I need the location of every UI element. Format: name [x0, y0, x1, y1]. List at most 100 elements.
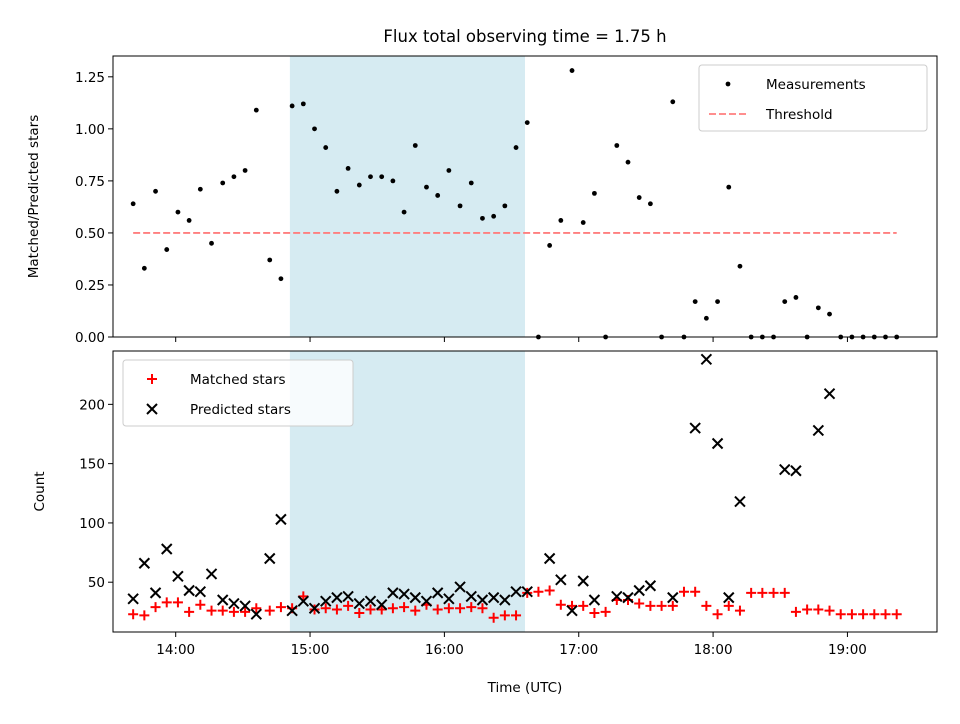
measurements-point — [289, 103, 295, 109]
matched-stars-point — [835, 609, 846, 620]
predicted-stars-point — [183, 584, 195, 597]
matched-stars-point — [150, 602, 161, 613]
legend-swatch — [146, 403, 158, 415]
measurements-point — [278, 276, 284, 282]
y-tick-label: 150 — [79, 457, 105, 473]
predicted-stars-point — [194, 585, 207, 598]
matched-stars-point — [365, 604, 376, 615]
measurements-point — [569, 68, 575, 73]
predicted-stars-point — [588, 594, 601, 606]
measurements-point — [636, 195, 642, 200]
matched-stars-point — [667, 600, 678, 611]
predicted-stars-point — [476, 594, 489, 606]
measurements-point — [726, 184, 732, 190]
measurements-point — [670, 99, 676, 105]
measurements-point — [356, 182, 362, 188]
chart-title: Flux total observing time = 1.75 h — [383, 27, 666, 46]
predicted-stars-point — [228, 597, 240, 610]
y-tick-label: 50 — [88, 575, 105, 591]
measurements-point — [480, 215, 485, 221]
matched-stars-point — [466, 602, 477, 613]
matched-stars-point — [251, 603, 262, 614]
measurements-point — [141, 265, 147, 271]
measurements-point — [379, 174, 385, 180]
count-panel: 50 100 150 200 14:00 15:00 16:00 17:00 18:00 19:… — [32, 350, 938, 696]
measurements-point — [491, 213, 497, 219]
x-tick-label: 19:00 — [828, 642, 867, 658]
matched-stars-point — [746, 587, 757, 598]
matched-stars-point — [846, 609, 857, 620]
measurements-point — [345, 166, 351, 171]
y-tick-label: 100 — [79, 516, 105, 532]
matched-stars-point — [410, 605, 421, 616]
measurements-point — [468, 180, 474, 186]
measurements-point — [186, 218, 192, 223]
matched-stars-point — [578, 600, 589, 611]
y-tick-label: 1.25 — [75, 70, 105, 86]
measurements-point — [446, 168, 452, 173]
legend-label: Matched stars — [190, 372, 286, 388]
measurements-point — [715, 299, 720, 305]
measurements-point — [524, 120, 530, 126]
measurements-point — [153, 188, 158, 194]
matched-stars-point — [354, 608, 365, 619]
measurements-point — [267, 257, 273, 263]
count-legend: Matched stars Predicted stars — [122, 359, 354, 427]
matched-stars-point — [779, 587, 790, 598]
predicted-stars-point — [543, 552, 556, 565]
count-y-axis: 50 100 150 200 — [79, 397, 113, 591]
measurements-point — [368, 174, 373, 180]
measurements-point — [793, 295, 799, 300]
matched-stars-point — [533, 586, 544, 597]
predicted-stars-point — [510, 585, 522, 598]
predicted-stars-point — [487, 591, 500, 604]
predicted-stars-point — [375, 599, 388, 611]
y-tick-label: 200 — [79, 397, 105, 413]
predicted-stars-point — [790, 465, 802, 477]
measurements-point — [502, 203, 508, 209]
matched-stars-point — [645, 600, 656, 611]
predicted-stars-point — [644, 580, 657, 592]
observing-interval-band — [289, 56, 525, 337]
measurements-point — [197, 186, 203, 192]
measurements-point — [435, 193, 441, 198]
predicted-stars-point — [465, 590, 477, 603]
measurements-point — [692, 299, 698, 305]
matched-stars-point — [690, 586, 701, 597]
matched-stars-point — [555, 599, 566, 610]
measurements-point — [614, 143, 620, 148]
matched-stars-point — [678, 586, 689, 597]
y-tick-label: 1.00 — [75, 122, 105, 138]
predicted-stars-point — [264, 552, 276, 565]
predicted-stars-point — [823, 387, 836, 400]
y-tick-label: 0.25 — [75, 278, 105, 294]
legend-swatch — [147, 374, 157, 384]
predicted-stars-point — [689, 422, 701, 434]
matched-stars-point — [320, 603, 331, 614]
matched-stars-point — [891, 609, 902, 620]
measurements-point — [390, 178, 396, 184]
x-tick-label: 16:00 — [425, 642, 464, 658]
matched-stars-point — [240, 606, 251, 617]
matched-stars-point — [880, 609, 891, 620]
ratio-panel: 0.00 0.25 0.50 0.75 1.00 1.25 Flux total obse… — [26, 27, 938, 346]
measurements-point — [130, 201, 136, 207]
matched-stars-point — [399, 602, 410, 613]
matched-stars-point — [172, 597, 183, 608]
predicted-stars-point — [217, 594, 229, 606]
matched-stars-point — [455, 603, 466, 614]
measurements-point — [401, 209, 407, 215]
matched-stars-point — [443, 603, 454, 614]
matched-stars-point — [802, 604, 813, 615]
matched-stars-point — [195, 599, 206, 610]
measurements-point — [175, 209, 181, 215]
matched-stars-point — [600, 606, 611, 617]
measurements-point — [253, 107, 259, 113]
matched-stars-point — [701, 600, 712, 611]
matched-stars-point — [813, 604, 824, 615]
matched-stars-point — [206, 605, 217, 616]
predicted-stars-point — [149, 587, 162, 599]
measurements-point — [312, 126, 317, 132]
ratio-panel-frame — [112, 55, 938, 338]
